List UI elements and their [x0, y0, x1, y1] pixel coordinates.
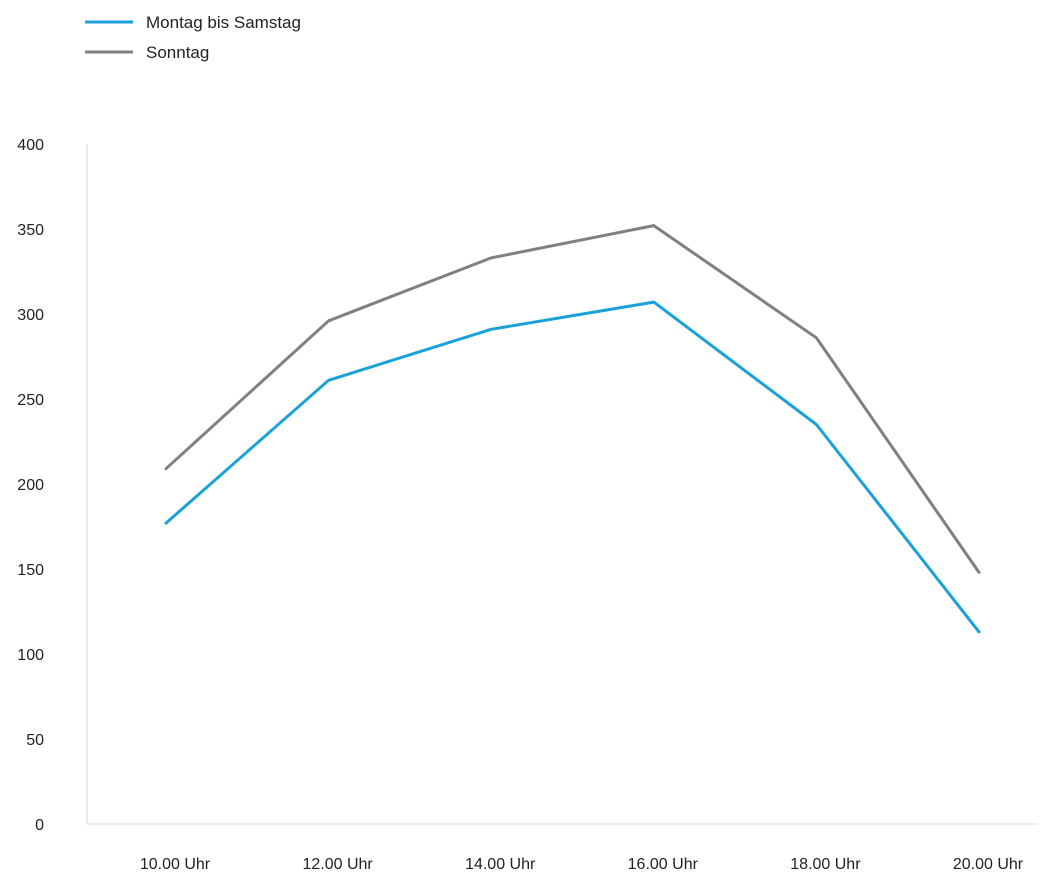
y-tick-label: 150: [17, 562, 44, 579]
legend-label: Montag bis Samstag: [146, 13, 301, 32]
y-tick-label: 250: [17, 392, 44, 409]
y-tick-label: 100: [17, 647, 44, 664]
legend-label: Sonntag: [146, 43, 209, 62]
y-axis: 0 50 100 150 200 250 300 350 400: [17, 137, 88, 834]
series-layer: [164, 224, 981, 634]
x-tick-label: 20.00 Uhr: [953, 856, 1024, 873]
legend-item: Montag bis Samstag: [85, 13, 301, 32]
x-tick-label: 16.00 Uhr: [628, 856, 699, 873]
legend-item: Sonntag: [85, 43, 209, 62]
series-line-sonntag: [164, 224, 981, 574]
x-tick-label: 14.00 Uhr: [465, 856, 536, 873]
y-tick-label: 200: [17, 477, 44, 494]
x-axis: 10.00 Uhr 12.00 Uhr 14.00 Uhr 16.00 Uhr 18.0…: [87, 823, 1038, 873]
series-line-montag-bis-samstag: [164, 300, 981, 634]
x-tick-label: 10.00 Uhr: [140, 856, 211, 873]
y-tick-label: 50: [26, 732, 44, 749]
y-tick-label: 400: [17, 137, 44, 154]
y-tick-label: 300: [17, 307, 44, 324]
y-tick-label: 0: [35, 817, 44, 834]
x-tick-label: 18.00 Uhr: [790, 856, 861, 873]
x-tick-label: 12.00 Uhr: [302, 856, 373, 873]
legend: Montag bis Samstag Sonntag: [85, 13, 301, 62]
y-tick-label: 350: [17, 222, 44, 239]
